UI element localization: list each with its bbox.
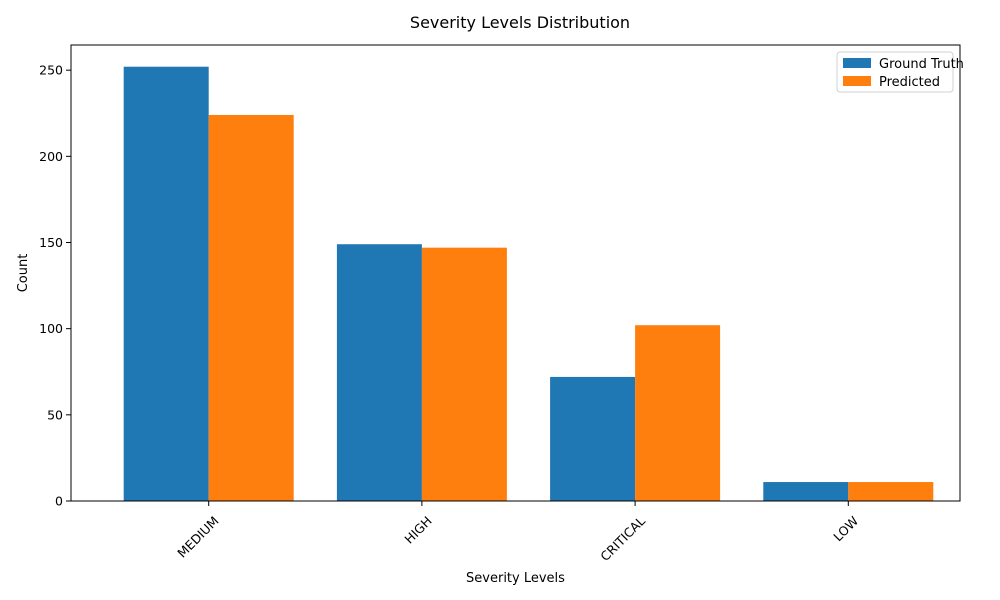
y-tick-label: 50 — [47, 407, 63, 422]
x-tick-label-low: LOW — [830, 513, 861, 544]
x-axis: MEDIUM HIGH CRITICAL LOW — [174, 501, 861, 564]
plot-frame — [70, 44, 961, 502]
y-axis-label: Count — [16, 254, 31, 293]
x-tick-label-medium: MEDIUM — [174, 513, 221, 560]
y-axis: 0 50 100 150 200 250 — [39, 63, 71, 509]
y-tick-label: 250 — [39, 63, 63, 78]
bar-ground-truth-critical — [550, 376, 636, 501]
bar-predicted-critical — [635, 325, 721, 501]
y-tick-label: 100 — [39, 321, 63, 336]
legend-label-ground-truth: Ground Truth — [879, 57, 964, 72]
chart-title: Severity Levels Distribution — [410, 13, 630, 32]
bar-ground-truth-low — [763, 482, 849, 501]
legend: Ground Truth Predicted — [836, 51, 964, 93]
bar-predicted-high — [421, 247, 507, 501]
x-axis-label: Severity Levels — [466, 571, 565, 586]
bar-ground-truth-medium — [123, 66, 209, 501]
y-tick-label: 0 — [55, 494, 63, 509]
bar-predicted-low — [848, 482, 934, 501]
legend-swatch-ground-truth — [843, 58, 871, 68]
x-tick-label-high: HIGH — [401, 513, 434, 546]
y-tick-label: 200 — [39, 149, 63, 164]
x-tick-label-critical: CRITICAL — [597, 513, 648, 564]
bar-ground-truth-high — [336, 244, 422, 501]
bars-group — [123, 66, 934, 501]
y-tick-label: 150 — [39, 235, 63, 250]
legend-swatch-predicted — [843, 76, 871, 86]
bar-predicted-medium — [208, 114, 294, 501]
legend-label-predicted: Predicted — [879, 75, 940, 90]
